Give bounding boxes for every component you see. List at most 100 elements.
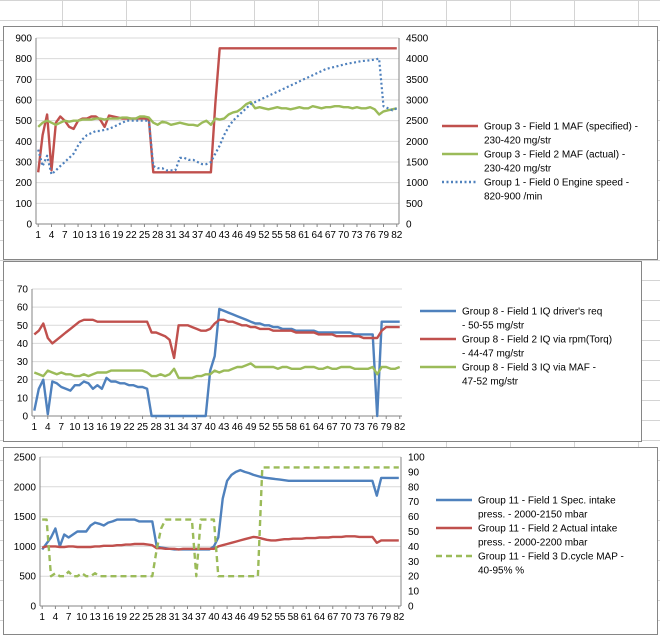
y2-tick-label: 70	[408, 497, 420, 508]
y2-tick-label: 0	[406, 220, 412, 231]
legend-label: Group 11 - Field 3 D.cycle MAP -	[478, 552, 624, 563]
y2-tick-label: 2000	[406, 137, 429, 148]
chart-panel-3[interactable]: 0 500 1000 1500 2000 2500 0 10 20 30 40 50 60 70 80 90 1…	[3, 447, 658, 635]
x-tick-label: 70	[338, 230, 350, 241]
x-tick-label: 10	[69, 422, 81, 433]
legend-label: Group 1 - Field 0 Engine speed -	[484, 178, 629, 189]
x-tick-label: 28	[151, 422, 163, 433]
legend-label: Group 8 - Field 3 IQ via MAF -	[462, 363, 596, 374]
x-tick-label: 61	[298, 230, 310, 241]
x-tick-label: 82	[394, 422, 406, 433]
chart-3: 0 500 1000 1500 2000 2500 0 10 20 30 40 50 60 70 80 90 1…	[14, 453, 624, 624]
series-line-2	[33, 318, 400, 360]
x-tick-label: 58	[286, 422, 298, 433]
x-tick-label: 58	[288, 612, 300, 623]
y-tick-label: 1000	[14, 542, 37, 553]
x-tick-label: 43	[218, 422, 230, 433]
x-tick-label: 67	[325, 230, 337, 241]
y-tick-label: 200	[15, 178, 32, 189]
x-tick-label: 4	[45, 422, 51, 433]
x-tick-label: 37	[191, 422, 203, 433]
y2-tick-label: 4500	[406, 34, 429, 45]
x-tick-label: 61	[299, 422, 311, 433]
legend-label: Group 11 - Field 1 Spec. intake	[478, 496, 616, 507]
x-tick-label: 13	[86, 230, 98, 241]
x-tick-label: 64	[314, 612, 326, 623]
x-tick-label: 22	[129, 612, 141, 623]
x-tick-label: 55	[274, 612, 286, 623]
x-tick-label: 7	[66, 612, 72, 623]
legend-label: - 50-55 mg/str	[462, 321, 525, 332]
y2-tick-label: 0	[408, 602, 414, 613]
series-line-1	[33, 307, 400, 418]
x-tick-label: 13	[89, 612, 101, 623]
y-tick-label: 100	[15, 199, 32, 210]
y2-tick-label: 4000	[406, 54, 429, 65]
legend-label: Group 3 - Field 1 MAF (specified) -	[484, 122, 638, 133]
x-tick-label: 79	[381, 422, 393, 433]
y-tick-label: 700	[15, 75, 32, 86]
x-tick-label: 43	[219, 230, 231, 241]
y2-tick-label: 1500	[406, 158, 429, 169]
x-tick-label: 1	[39, 612, 45, 623]
y-tick-label: 2500	[14, 453, 37, 464]
x-tick-label: 43	[222, 612, 234, 623]
y-tick-label: 400	[15, 137, 32, 148]
x-tick-label: 55	[272, 422, 284, 433]
x-tick-label: 37	[192, 230, 204, 241]
x-tick-label: 40	[208, 612, 220, 623]
x-tick-label: 64	[312, 230, 324, 241]
x-tick-label: 52	[261, 612, 273, 623]
legend-label: - 44-47 mg/str	[462, 349, 525, 360]
x-tick-label: 79	[378, 230, 390, 241]
y-tick-label: 0	[22, 412, 28, 423]
y2-tick-label: 40	[408, 542, 420, 553]
x-tick-label: 49	[248, 612, 260, 623]
x-tick-label: 46	[232, 230, 244, 241]
y2-tick-label: 2500	[406, 116, 429, 127]
x-tick-label: 7	[62, 230, 68, 241]
y-tick-label: 50	[17, 321, 29, 332]
y2-tick-label: 500	[406, 199, 423, 210]
series-line-1	[37, 47, 397, 174]
y-tick-label: 20	[17, 375, 29, 386]
y-tick-label: 30	[17, 357, 29, 368]
chart-panel-2[interactable]: 0 10 20 30 40 50 60 70 1 4 7 10 13 16 19 22 25 28 31 34 37 40…	[3, 261, 642, 442]
x-tick-label: 31	[164, 422, 176, 433]
y-tick-label: 500	[19, 572, 36, 583]
x-tick-label: 16	[99, 230, 111, 241]
x-tick-label: 46	[235, 612, 247, 623]
y2-tick-label: 3500	[406, 75, 429, 86]
x-tick-label: 76	[367, 612, 379, 623]
y-tick-label: 2000	[14, 482, 37, 493]
legend-label: press. - 2000-2150 mbar	[478, 510, 588, 521]
y2-tick-label: 1000	[406, 178, 429, 189]
y2-tick-label: 3000	[406, 96, 429, 107]
x-tick-label: 82	[391, 230, 403, 241]
y-tick-label: 600	[15, 96, 32, 107]
x-tick-label: 10	[72, 230, 84, 241]
x-tick-label: 10	[76, 612, 88, 623]
legend-label: Group 3 - Field 2 MAF (actual) -	[484, 150, 625, 161]
x-tick-label: 19	[110, 422, 122, 433]
series-line-3	[42, 466, 399, 578]
x-tick-label: 1	[35, 230, 41, 241]
chart-1: 0 100 200 300 400 500 600 700 800 900 0 500 1000 1500…	[15, 34, 638, 242]
series-line-3	[33, 362, 401, 380]
x-tick-label: 70	[340, 422, 352, 433]
x-tick-label: 76	[367, 422, 379, 433]
x-tick-label: 64	[313, 422, 325, 433]
x-tick-label: 82	[393, 612, 405, 623]
x-tick-label: 25	[139, 230, 151, 241]
y-tick-label: 0	[30, 602, 36, 613]
x-tick-label: 4	[49, 230, 55, 241]
x-tick-label: 55	[272, 230, 284, 241]
y2-tick-label: 80	[408, 482, 420, 493]
x-tick-label: 1	[31, 422, 37, 433]
y2-tick-label: 60	[408, 512, 420, 523]
x-tick-label: 58	[285, 230, 297, 241]
x-tick-label: 34	[182, 612, 194, 623]
y2-tick-label: 50	[408, 527, 420, 538]
chart-panel-1[interactable]: 0 100 200 300 400 500 600 700 800 900 0 500 1000 1500…	[3, 26, 658, 260]
x-tick-label: 46	[232, 422, 244, 433]
